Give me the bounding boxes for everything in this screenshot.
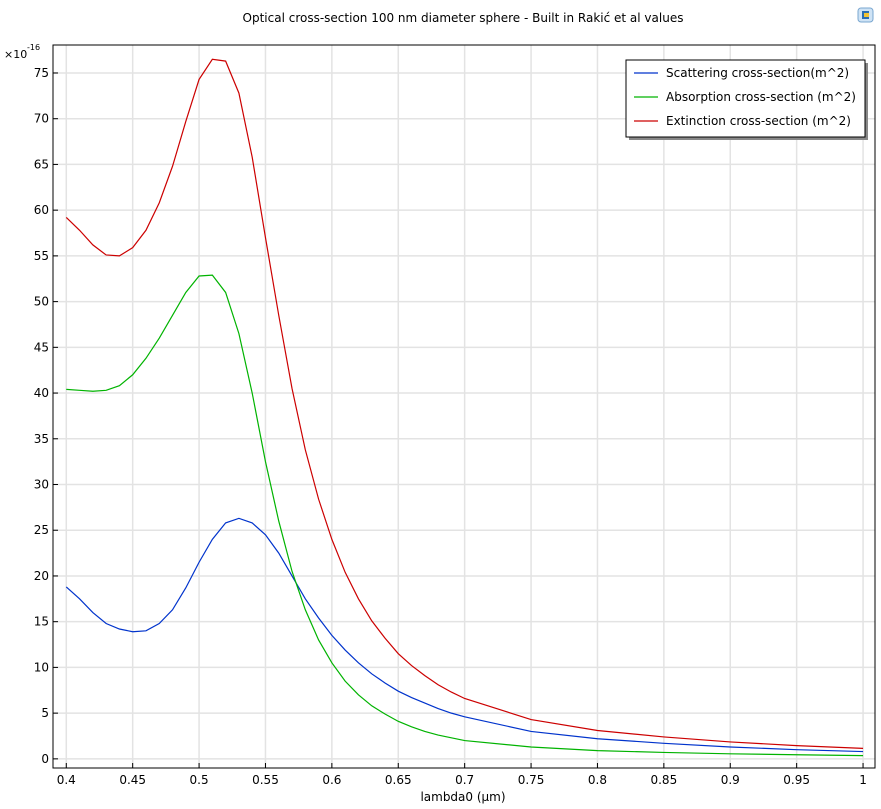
y-tick-label: 65 <box>34 157 49 171</box>
y-multiplier: ×10 <box>4 48 27 61</box>
y-tick-label: 60 <box>34 203 49 217</box>
y-tick-label: 70 <box>34 112 49 126</box>
x-tick-label: 0.9 <box>721 773 740 787</box>
legend-label: Extinction cross-section (m^2) <box>666 114 851 128</box>
x-tick-label: 0.5 <box>190 773 209 787</box>
y-tick-label: 0 <box>41 752 49 766</box>
chart-title: Optical cross-section 100 nm diameter sp… <box>243 11 684 25</box>
y-multiplier-exponent: -16 <box>27 43 40 52</box>
plot-frame <box>52 44 876 769</box>
x-tick-label: 0.75 <box>518 773 545 787</box>
y-tick-label: 15 <box>34 615 49 629</box>
y-tick-label: 55 <box>34 249 49 263</box>
y-tick-label: 25 <box>34 523 49 537</box>
icon[interactable] <box>857 7 874 23</box>
series-line <box>65 58 864 749</box>
legend-box <box>625 59 866 138</box>
x-tick-label: 0.65 <box>385 773 412 787</box>
y-tick-label: 10 <box>34 660 49 674</box>
x-tick-label: 0.6 <box>322 773 341 787</box>
x-tick-label: 0.45 <box>119 773 146 787</box>
x-tick-label: 0.4 <box>57 773 76 787</box>
x-tick-label: 0.95 <box>783 773 810 787</box>
x-tick-label: 0.55 <box>252 773 279 787</box>
y-tick-label: 5 <box>41 706 49 720</box>
y-tick-label: 75 <box>34 66 49 80</box>
x-tick-label: 0.7 <box>455 773 474 787</box>
y-tick-label: 20 <box>34 569 49 583</box>
x-tick-label: 0.85 <box>650 773 677 787</box>
x-tick-label: 1 <box>859 773 867 787</box>
y-tick-label: 45 <box>34 340 49 354</box>
x-tick-label: 0.8 <box>588 773 607 787</box>
y-tick-label: 40 <box>34 386 49 400</box>
x-axis-label: lambda0 (µm) <box>420 790 505 804</box>
y-tick-label: 30 <box>34 478 49 492</box>
series-line <box>66 274 864 757</box>
y-tick-label: 50 <box>34 295 49 309</box>
legend-label: Absorption cross-section (m^2) <box>666 90 856 104</box>
series-line <box>65 517 864 753</box>
y-tick-label: 35 <box>34 432 49 446</box>
legend-label: Scattering cross-section(m^2) <box>666 66 849 80</box>
